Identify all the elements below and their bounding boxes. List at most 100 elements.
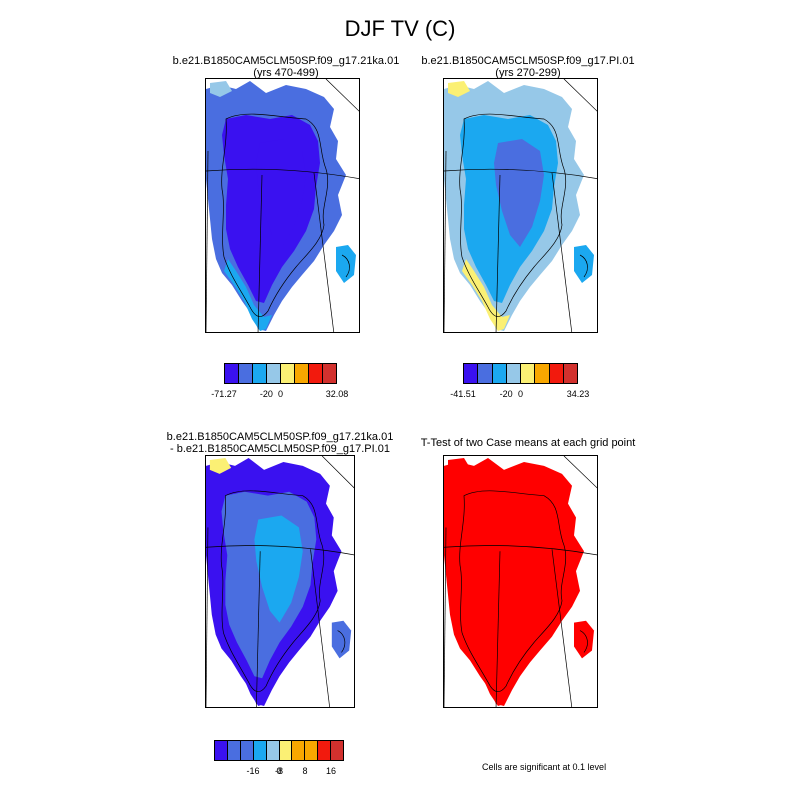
colorbar-swatch: [478, 364, 493, 383]
panel-case1-title-line1: b.e21.B1850CAM5CLM50SP.f09_g17.21ka.01: [172, 55, 400, 67]
coastline-east: [337, 630, 346, 653]
colorbar-swatch: [239, 364, 253, 383]
field-region-inner: [494, 515, 544, 623]
colorbar-case2: [463, 363, 578, 384]
colorbar-swatch: [305, 741, 319, 760]
graticule-parallel: [444, 545, 597, 556]
significance-note: Cells are significant at 0.1 level: [482, 762, 607, 772]
graticule-meridian: [444, 527, 447, 707]
colorbar-swatch: [266, 741, 280, 760]
colorbar-tick-label: -20: [499, 389, 513, 399]
colorbar-tick-label: -16: [246, 766, 260, 776]
colorbar-swatch: [506, 364, 521, 383]
colorbar-swatch: [225, 364, 239, 383]
colorbar-swatch: [215, 741, 228, 760]
field-region-fringe: [462, 634, 510, 707]
colorbar-swatch: [253, 741, 267, 760]
panel-case1-title: b.e21.B1850CAM5CLM50SP.f09_g17.21ka.01 (…: [146, 55, 426, 79]
colorbar-tick-label: -20: [259, 389, 273, 399]
coastline-east: [341, 254, 350, 278]
graticule-parallel: [206, 545, 354, 556]
colorbar-swatch: [535, 364, 550, 383]
field-region-fringe: [462, 259, 510, 331]
colorbar-swatch: [318, 741, 332, 760]
panel-case2-title: b.e21.B1850CAM5CLM50SP.f09_g17.PI.01 (yr…: [388, 55, 668, 79]
field-region-inner: [494, 139, 544, 247]
panel-case2-title-line1: b.e21.B1850CAM5CLM50SP.f09_g17.PI.01: [421, 55, 635, 67]
colorbar-swatch: [267, 364, 281, 383]
coastline: [459, 113, 567, 317]
colorbar-swatch: [295, 364, 309, 383]
graticule-meridian: [495, 174, 501, 332]
colorbar-tick-label: -41.51: [450, 389, 476, 399]
colorbar-swatch: [464, 364, 479, 383]
colorbar-case2-ticks: -41.51 -20 0 34.23: [450, 389, 589, 401]
field-region-inner: [254, 515, 303, 623]
colorbar-tick-label: 34.23: [566, 389, 590, 399]
colorbar-tick-label: 32.08: [325, 389, 349, 399]
field-region-fringe: [224, 259, 272, 331]
map-panel-diff: [205, 455, 355, 708]
colorbar-diff-ticks: -16 -8 0 8 16: [214, 766, 344, 778]
colorbar-swatch: [240, 741, 254, 760]
panel-ttest-title-line1: T-Test of two Case means at each grid po…: [420, 437, 636, 449]
colorbar-swatch: [253, 364, 267, 383]
map-panel-case2: [443, 78, 598, 333]
graticule-meridian: [256, 551, 261, 707]
graticule-meridian: [551, 172, 573, 332]
panel-diff-title-line1: b.e21.B1850CAM5CLM50SP.f09_g17.21ka.01: [166, 431, 394, 443]
graticule-meridian: [313, 172, 335, 332]
field-region-northwest: [209, 457, 232, 474]
colorbar-tick-label: 0: [277, 389, 284, 399]
colorbar-case1-ticks: -71.27 -20 0 32.08: [211, 389, 348, 401]
graticule-parallel: [444, 168, 597, 180]
graticule-meridian: [206, 150, 209, 332]
panel-diff-title: b.e21.B1850CAM5CLM50SP.f09_g17.21ka.01 -…: [140, 431, 420, 455]
colorbar-swatch: [563, 364, 577, 383]
coastline-east: [579, 630, 588, 653]
colorbar-swatch: [227, 741, 241, 760]
colorbar-swatch: [549, 364, 564, 383]
colorbar-diff: [214, 740, 344, 761]
colorbar-tick-label: 8: [302, 766, 308, 776]
field-region-northwest: [448, 457, 470, 474]
panel-case2-title-line2: (yrs 270-299): [495, 67, 561, 79]
coastline: [459, 490, 567, 692]
coastline: [221, 113, 329, 317]
graticule-meridian: [325, 79, 359, 112]
graticule-meridian: [206, 527, 209, 707]
graticule-meridian: [495, 551, 501, 707]
colorbar-swatch: [331, 741, 344, 760]
field-region-east-coast: [336, 245, 356, 283]
colorbar-tick-label: -71.27: [211, 389, 237, 399]
colorbar-swatch: [323, 364, 336, 383]
colorbar-case1: [224, 363, 337, 384]
panel-ttest-title: T-Test of two Case means at each grid po…: [388, 437, 668, 449]
figure-title: DJF TV (C): [344, 16, 456, 41]
graticule-meridian: [321, 456, 354, 489]
coastline: [220, 490, 325, 692]
graticule-meridian: [551, 549, 573, 707]
map-panel-ttest: [443, 455, 598, 708]
graticule-meridian: [563, 79, 597, 112]
field-region-inner: [256, 139, 306, 247]
graticule-meridian: [563, 456, 597, 489]
field-region-east-coast: [574, 245, 594, 283]
colorbar-tick-label: 0: [517, 389, 524, 399]
colorbar-swatch: [279, 741, 293, 760]
coastline-east: [579, 254, 588, 278]
colorbar-swatch: [309, 364, 323, 383]
colorbar-swatch: [492, 364, 507, 383]
colorbar-swatch: [521, 364, 536, 383]
field-region-east-coast: [331, 620, 352, 659]
graticule-meridian: [444, 150, 447, 332]
colorbar-tick-label: -8: [274, 766, 284, 776]
panel-case1-title-line2: (yrs 470-499): [253, 67, 319, 79]
colorbar-swatch: [292, 741, 306, 760]
colorbar-tick-label: 16: [325, 766, 337, 776]
map-panel-case1: [205, 78, 360, 333]
panel-diff-title-line2: - b.e21.B1850CAM5CLM50SP.f09_g17.PI.01: [170, 443, 390, 455]
field-region-east-coast: [574, 620, 594, 659]
graticule-meridian: [310, 549, 330, 707]
graticule-meridian: [257, 174, 263, 332]
